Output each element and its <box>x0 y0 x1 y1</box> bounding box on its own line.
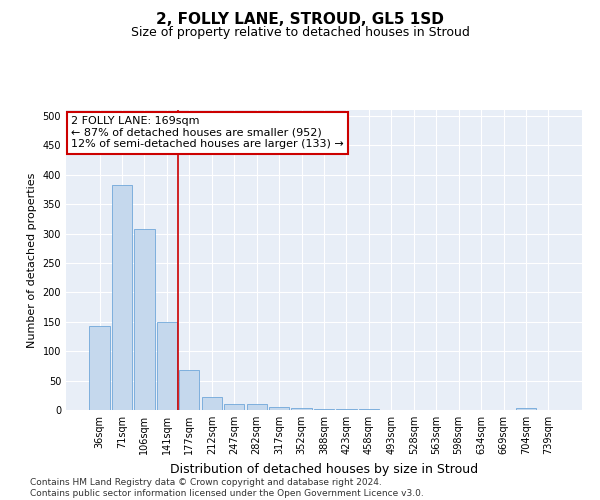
Bar <box>157 322 177 410</box>
Text: 2 FOLLY LANE: 169sqm
← 87% of detached houses are smaller (952)
12% of semi-deta: 2 FOLLY LANE: 169sqm ← 87% of detached h… <box>71 116 344 149</box>
Bar <box>292 408 311 410</box>
Text: 2, FOLLY LANE, STROUD, GL5 1SD: 2, FOLLY LANE, STROUD, GL5 1SD <box>156 12 444 28</box>
X-axis label: Distribution of detached houses by size in Stroud: Distribution of detached houses by size … <box>170 462 478 475</box>
Bar <box>314 409 334 410</box>
Bar <box>202 397 222 410</box>
Bar <box>516 408 536 410</box>
Text: Size of property relative to detached houses in Stroud: Size of property relative to detached ho… <box>131 26 469 39</box>
Bar <box>89 326 110 410</box>
Y-axis label: Number of detached properties: Number of detached properties <box>27 172 37 348</box>
Text: Contains HM Land Registry data © Crown copyright and database right 2024.
Contai: Contains HM Land Registry data © Crown c… <box>30 478 424 498</box>
Bar <box>134 230 155 410</box>
Bar <box>247 404 267 410</box>
Bar <box>224 404 244 410</box>
Bar <box>269 407 289 410</box>
Bar <box>112 184 132 410</box>
Bar <box>179 370 199 410</box>
